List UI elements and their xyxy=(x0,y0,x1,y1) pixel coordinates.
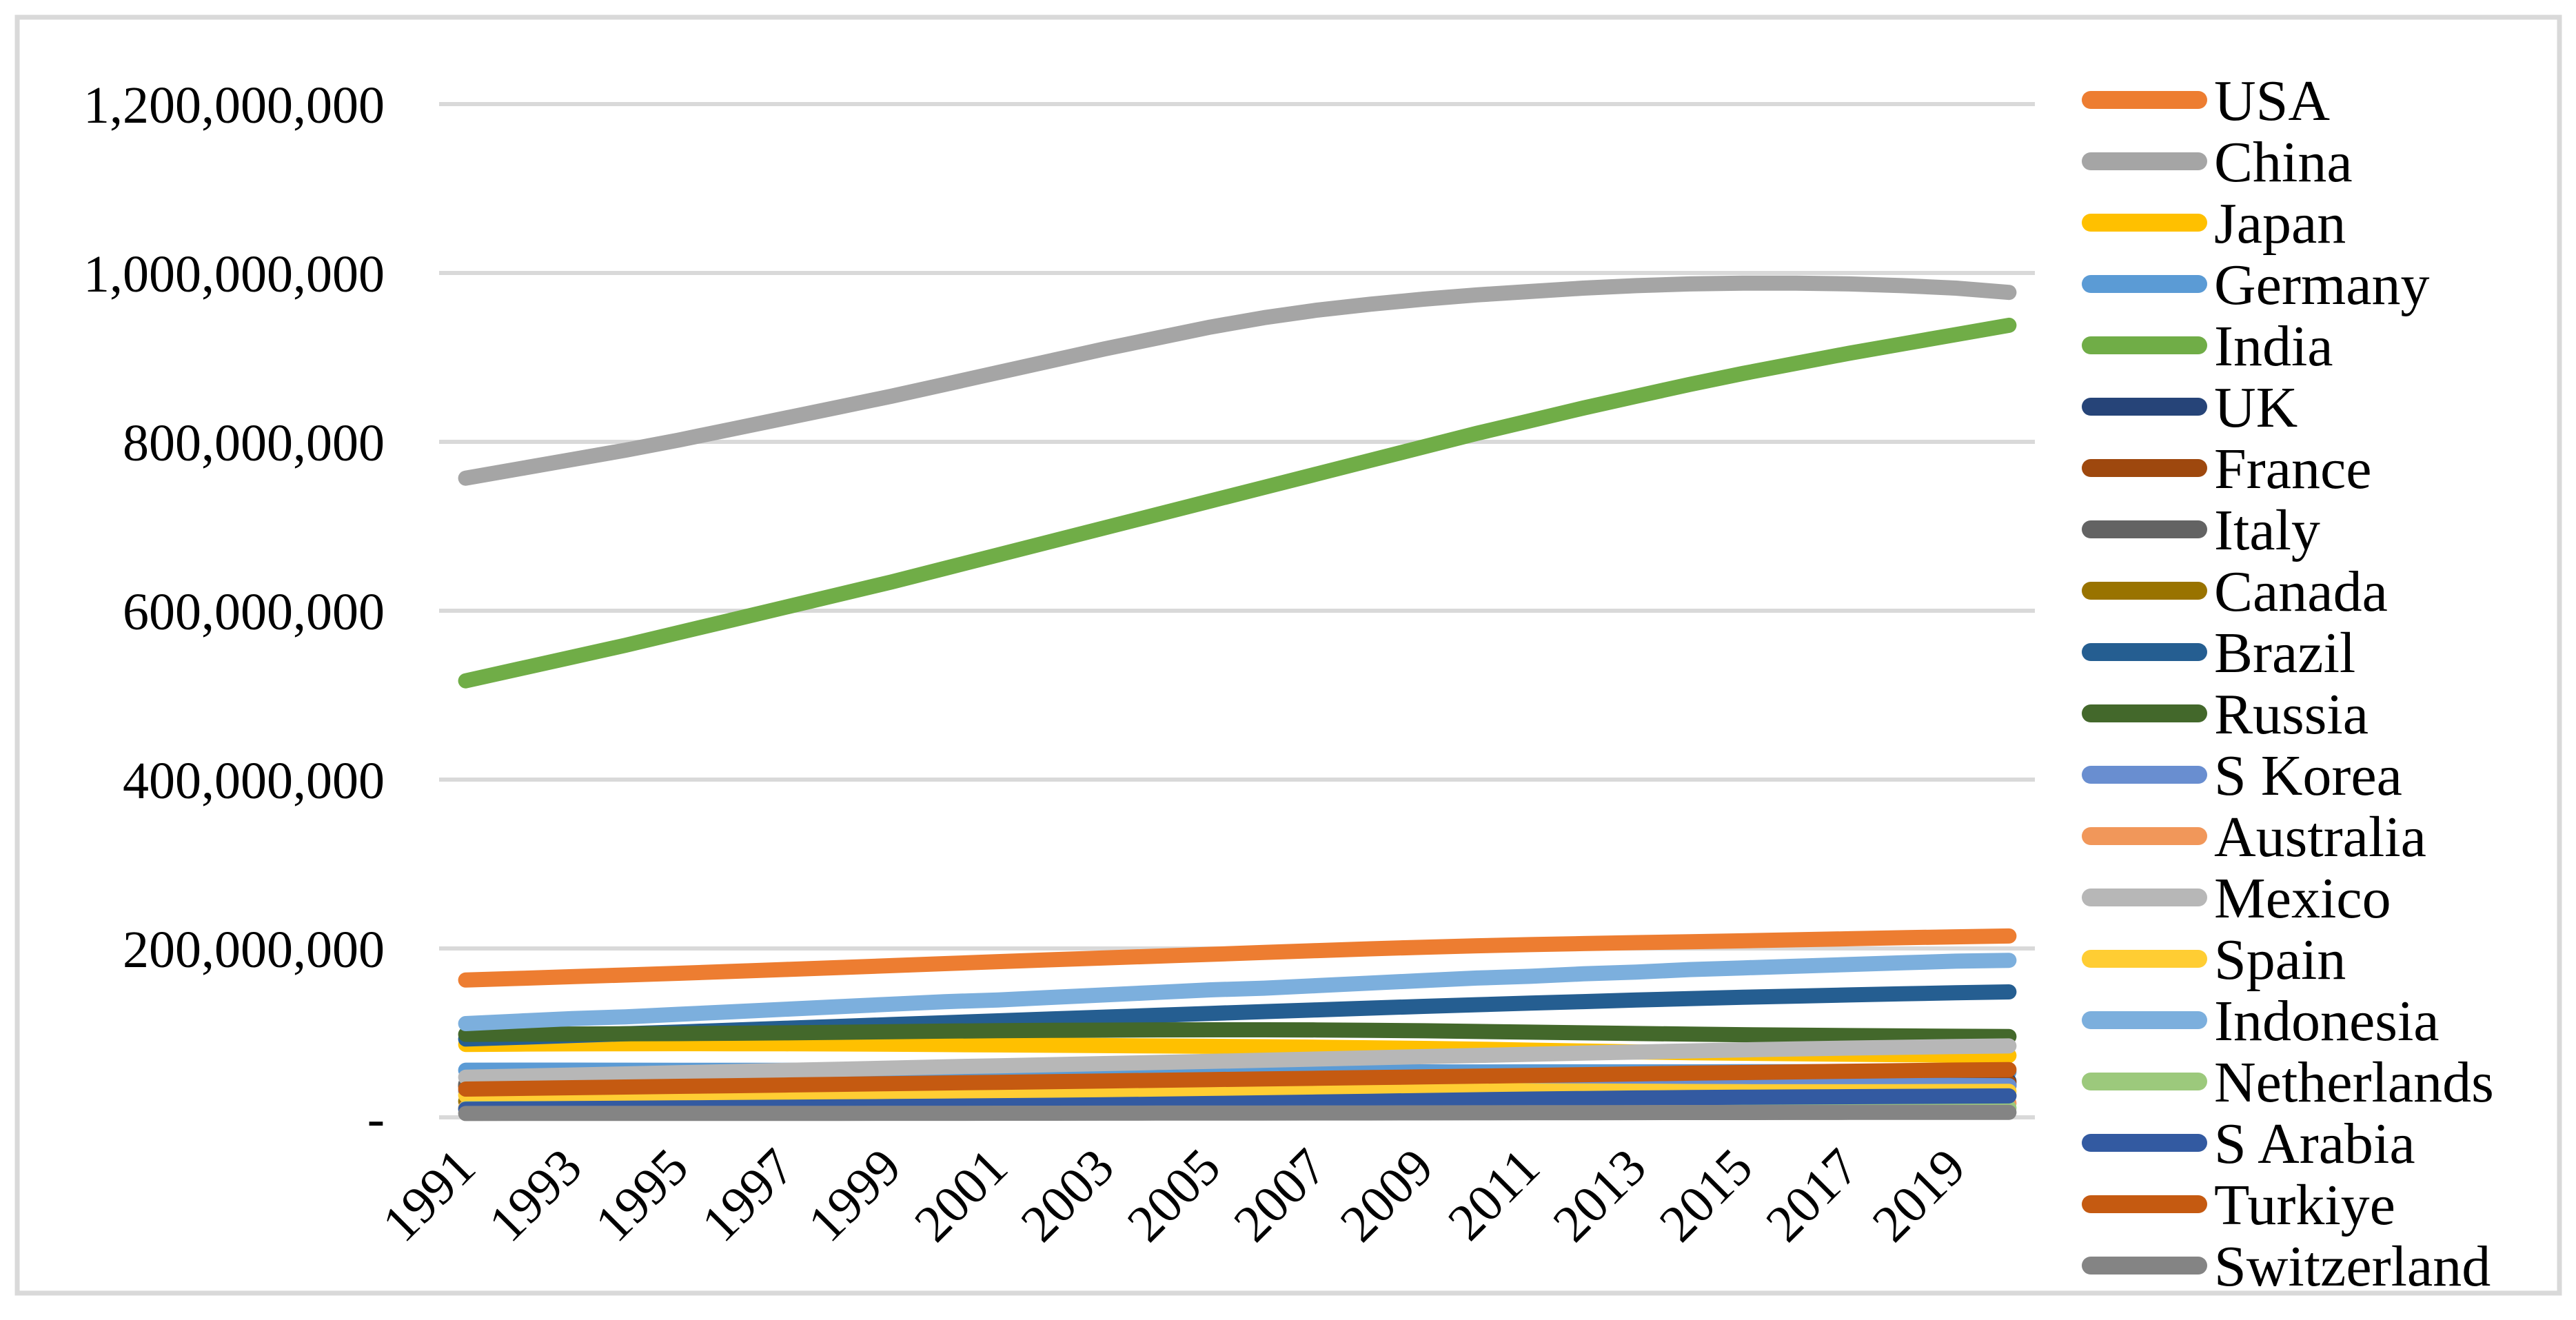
legend-item-turkiye: Turkiye xyxy=(2082,1173,2395,1237)
legend-item-netherlands: Netherlands xyxy=(2082,1050,2494,1115)
legend-label: Russia xyxy=(2214,682,2369,747)
series-lines xyxy=(458,275,2017,1121)
series-line-mexico xyxy=(458,1038,2017,1085)
legend-label: USA xyxy=(2214,69,2330,133)
legend-label: France xyxy=(2214,437,2372,501)
legend: USAChinaJapanGermanyIndiaUKFranceItalyCa… xyxy=(2082,69,2494,1299)
legend-swatch xyxy=(2082,275,2207,293)
legend-label: Japan xyxy=(2214,192,2346,256)
legend-swatch xyxy=(2082,1011,2207,1029)
legend-item-spain: Spain xyxy=(2082,928,2346,992)
legend-swatch xyxy=(2082,766,2207,784)
legend-label: Mexico xyxy=(2214,866,2391,931)
legend-item-australia: Australia xyxy=(2082,805,2426,869)
legend-label: Netherlands xyxy=(2214,1050,2494,1115)
legend-item-s-korea: S Korea xyxy=(2082,744,2402,808)
legend-item-uk: UK xyxy=(2082,376,2298,440)
legend-swatch xyxy=(2082,1073,2207,1090)
legend-swatch xyxy=(2082,1134,2207,1152)
series-line-usa xyxy=(458,928,2017,988)
legend-item-mexico: Mexico xyxy=(2082,866,2391,931)
legend-swatch xyxy=(2082,214,2207,232)
legend-swatch xyxy=(2082,582,2207,600)
series-line-india xyxy=(458,317,2017,689)
legend-label: Australia xyxy=(2214,805,2426,869)
legend-label: Canada xyxy=(2214,560,2388,624)
y-axis-tick-label: 1,200,000,000 xyxy=(83,77,385,134)
legend-item-canada: Canada xyxy=(2082,560,2388,624)
y-axis-tick-label: 200,000,000 xyxy=(123,921,385,979)
legend-label: Turkiye xyxy=(2214,1173,2395,1237)
legend-label: S Korea xyxy=(2214,744,2402,808)
y-axis-tick-label: 1,000,000,000 xyxy=(83,245,385,303)
legend-swatch xyxy=(2082,643,2207,661)
y-axis-tick-label: - xyxy=(367,1090,385,1148)
legend-item-japan: Japan xyxy=(2082,192,2346,256)
series-line-switzerland xyxy=(458,1104,2017,1121)
legend-swatch xyxy=(2082,889,2207,906)
legend-item-switzerland: Switzerland xyxy=(2082,1235,2491,1299)
legend-item-russia: Russia xyxy=(2082,682,2369,747)
legend-swatch xyxy=(2082,520,2207,538)
legend-item-italy: Italy xyxy=(2082,498,2320,562)
legend-label: China xyxy=(2214,130,2353,194)
legend-swatch xyxy=(2082,398,2207,416)
legend-label: Italy xyxy=(2214,498,2320,562)
y-axis-tick-label: 400,000,000 xyxy=(123,752,385,810)
y-axis-labels: 1,200,000,000 1,000,000,000 800,000,000 600… xyxy=(83,77,385,1148)
legend-swatch xyxy=(2082,91,2207,109)
series-line-russia xyxy=(458,1022,2017,1044)
legend-label: India xyxy=(2214,314,2333,378)
legend-item-germany: Germany xyxy=(2082,253,2430,317)
chart-border xyxy=(14,14,2562,1296)
legend-swatch xyxy=(2082,336,2207,354)
series-line-indonesia xyxy=(458,953,2017,1031)
legend-label: Indonesia xyxy=(2214,989,2440,1053)
legend-label: UK xyxy=(2214,376,2298,440)
series-line-china xyxy=(458,275,2017,486)
legend-item-indonesia: Indonesia xyxy=(2082,989,2440,1053)
legend-item-india: India xyxy=(2082,314,2333,378)
legend-label: Switzerland xyxy=(2214,1235,2491,1299)
y-axis-tick-label: 800,000,000 xyxy=(123,414,385,472)
legend-swatch xyxy=(2082,950,2207,968)
legend-swatch xyxy=(2082,704,2207,722)
legend-item-brazil: Brazil xyxy=(2082,621,2355,685)
legend-swatch xyxy=(2082,1195,2207,1213)
legend-label: Germany xyxy=(2214,253,2430,317)
legend-item-france: France xyxy=(2082,437,2372,501)
legend-label: Brazil xyxy=(2214,621,2355,685)
legend-item-s-arabia: S Arabia xyxy=(2082,1112,2415,1176)
legend-label: S Arabia xyxy=(2214,1112,2415,1176)
legend-item-usa: USA xyxy=(2082,69,2330,133)
series-line-turkiye xyxy=(458,1062,2017,1097)
legend-label: Spain xyxy=(2214,928,2346,992)
legend-swatch xyxy=(2082,459,2207,477)
legend-swatch xyxy=(2082,1257,2207,1275)
legend-swatch xyxy=(2082,152,2207,170)
legend-item-china: China xyxy=(2082,130,2353,194)
y-axis-tick-label: 600,000,000 xyxy=(123,583,385,641)
legend-swatch xyxy=(2082,827,2207,845)
